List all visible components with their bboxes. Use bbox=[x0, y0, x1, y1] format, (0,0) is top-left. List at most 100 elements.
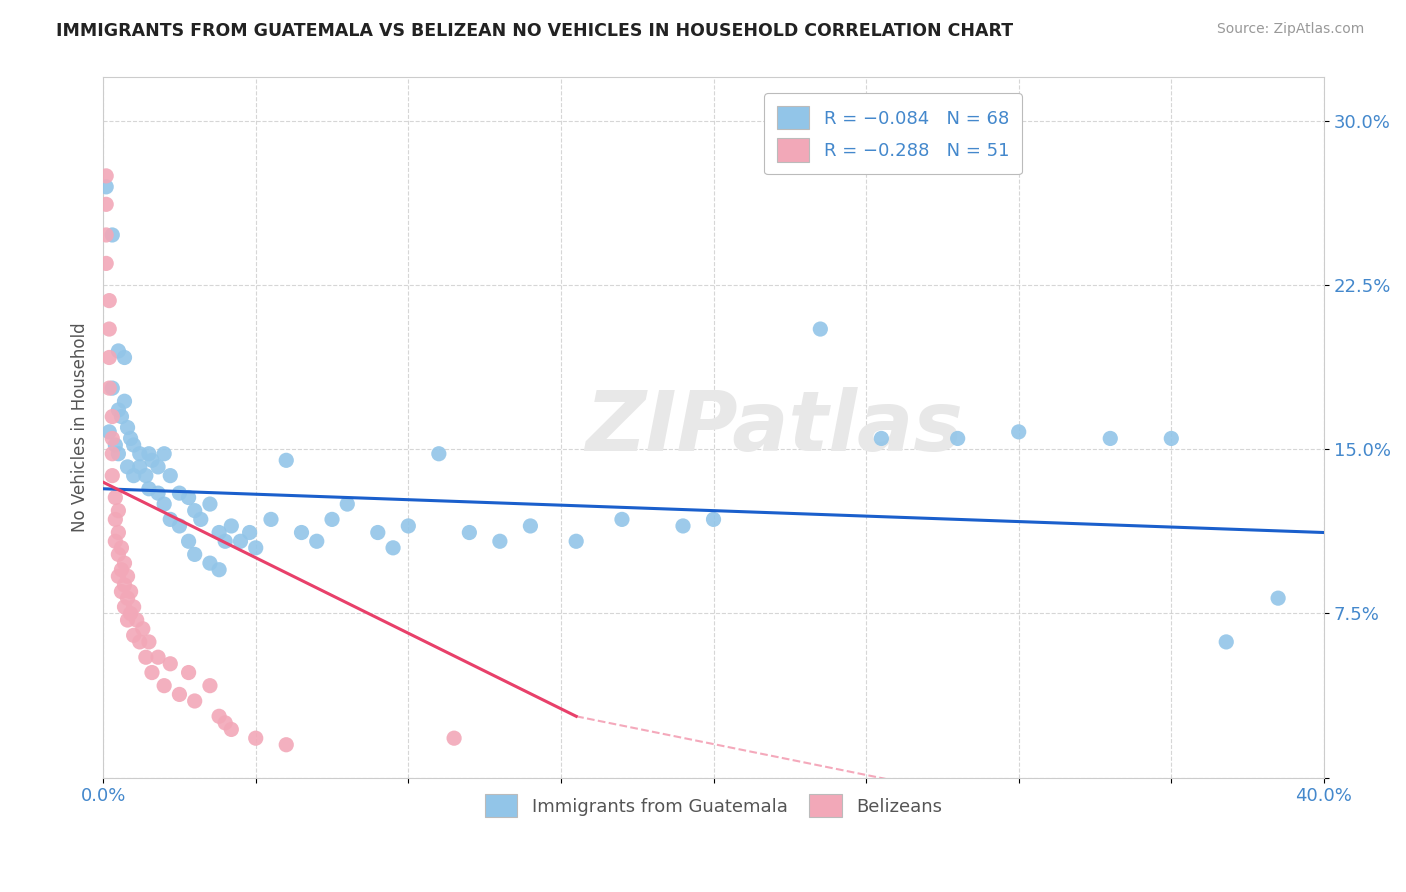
Point bbox=[427, 447, 450, 461]
Point bbox=[260, 512, 283, 526]
Point bbox=[489, 534, 512, 549]
Point bbox=[169, 486, 191, 500]
Point bbox=[153, 679, 176, 693]
Point bbox=[114, 599, 136, 614]
Point bbox=[458, 525, 481, 540]
Point bbox=[122, 599, 145, 614]
Point bbox=[214, 715, 236, 730]
Text: Source: ZipAtlas.com: Source: ZipAtlas.com bbox=[1216, 22, 1364, 37]
Point bbox=[214, 534, 236, 549]
Point bbox=[128, 635, 150, 649]
Point bbox=[159, 657, 181, 671]
Point bbox=[396, 519, 419, 533]
Point bbox=[96, 256, 118, 270]
Point bbox=[98, 322, 121, 336]
Point bbox=[159, 468, 181, 483]
Point bbox=[135, 650, 157, 665]
Point bbox=[114, 351, 136, 365]
Point bbox=[1267, 591, 1289, 606]
Point bbox=[98, 381, 121, 395]
Point bbox=[565, 534, 588, 549]
Point bbox=[1215, 635, 1237, 649]
Point bbox=[1160, 432, 1182, 446]
Point bbox=[104, 491, 127, 505]
Point bbox=[672, 519, 695, 533]
Point bbox=[276, 738, 298, 752]
Point bbox=[443, 731, 465, 746]
Point bbox=[702, 512, 724, 526]
Point bbox=[198, 497, 221, 511]
Point bbox=[114, 556, 136, 570]
Point bbox=[122, 468, 145, 483]
Point bbox=[1099, 432, 1122, 446]
Point bbox=[96, 179, 118, 194]
Point bbox=[104, 534, 127, 549]
Point bbox=[138, 482, 160, 496]
Point bbox=[183, 694, 205, 708]
Point bbox=[125, 613, 148, 627]
Legend: Immigrants from Guatemala, Belizeans: Immigrants from Guatemala, Belizeans bbox=[478, 787, 949, 824]
Point bbox=[169, 519, 191, 533]
Point bbox=[122, 628, 145, 642]
Point bbox=[146, 650, 169, 665]
Point bbox=[146, 459, 169, 474]
Point bbox=[122, 438, 145, 452]
Point bbox=[110, 541, 132, 555]
Point bbox=[198, 556, 221, 570]
Point bbox=[1008, 425, 1031, 439]
Point bbox=[101, 447, 124, 461]
Point bbox=[107, 447, 129, 461]
Point bbox=[107, 343, 129, 358]
Y-axis label: No Vehicles in Household: No Vehicles in Household bbox=[72, 323, 89, 533]
Point bbox=[336, 497, 359, 511]
Point bbox=[519, 519, 541, 533]
Point bbox=[96, 169, 118, 183]
Point bbox=[946, 432, 969, 446]
Point bbox=[208, 525, 231, 540]
Point bbox=[107, 525, 129, 540]
Point bbox=[101, 381, 124, 395]
Point bbox=[120, 607, 142, 621]
Point bbox=[98, 425, 121, 439]
Point bbox=[305, 534, 328, 549]
Point bbox=[183, 503, 205, 517]
Point bbox=[128, 459, 150, 474]
Point bbox=[367, 525, 389, 540]
Point bbox=[169, 687, 191, 701]
Point bbox=[153, 497, 176, 511]
Point bbox=[141, 665, 163, 680]
Point bbox=[101, 227, 124, 242]
Point bbox=[808, 322, 831, 336]
Point bbox=[290, 525, 312, 540]
Point bbox=[276, 453, 298, 467]
Point bbox=[104, 438, 127, 452]
Point bbox=[98, 351, 121, 365]
Point bbox=[110, 409, 132, 424]
Point bbox=[107, 503, 129, 517]
Point bbox=[110, 584, 132, 599]
Point bbox=[101, 409, 124, 424]
Point bbox=[141, 453, 163, 467]
Point bbox=[96, 227, 118, 242]
Point bbox=[117, 569, 139, 583]
Point bbox=[208, 563, 231, 577]
Point bbox=[117, 459, 139, 474]
Point bbox=[221, 519, 243, 533]
Point bbox=[120, 584, 142, 599]
Point bbox=[117, 420, 139, 434]
Point bbox=[382, 541, 405, 555]
Point bbox=[117, 613, 139, 627]
Point bbox=[96, 197, 118, 211]
Point bbox=[104, 512, 127, 526]
Point bbox=[138, 635, 160, 649]
Point bbox=[135, 468, 157, 483]
Point bbox=[245, 541, 267, 555]
Point bbox=[101, 468, 124, 483]
Point bbox=[245, 731, 267, 746]
Text: IMMIGRANTS FROM GUATEMALA VS BELIZEAN NO VEHICLES IN HOUSEHOLD CORRELATION CHART: IMMIGRANTS FROM GUATEMALA VS BELIZEAN NO… bbox=[56, 22, 1014, 40]
Point bbox=[321, 512, 343, 526]
Point bbox=[159, 512, 181, 526]
Point bbox=[177, 665, 200, 680]
Point bbox=[117, 591, 139, 606]
Point bbox=[208, 709, 231, 723]
